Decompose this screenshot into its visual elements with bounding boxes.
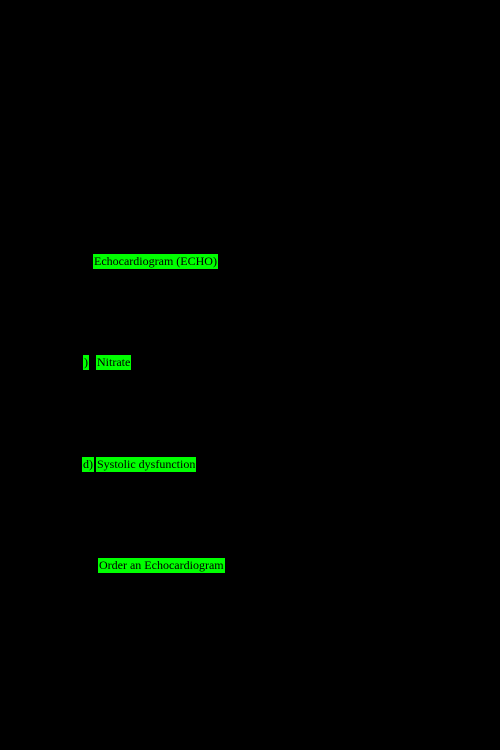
highlighted-answer-3: Systolic dysfunction (96, 457, 196, 472)
highlighted-answer-1: Echocardiogram (ECHO) (93, 254, 218, 269)
document-page: Echocardiogram (ECHO) ) Nitrate d) Systo… (0, 0, 500, 750)
answer-marker-3: d) (82, 457, 94, 472)
highlighted-answer-4: Order an Echocardiogram (98, 558, 225, 573)
answer-marker-2: ) (83, 355, 89, 370)
highlighted-answer-2: Nitrate (96, 355, 131, 370)
